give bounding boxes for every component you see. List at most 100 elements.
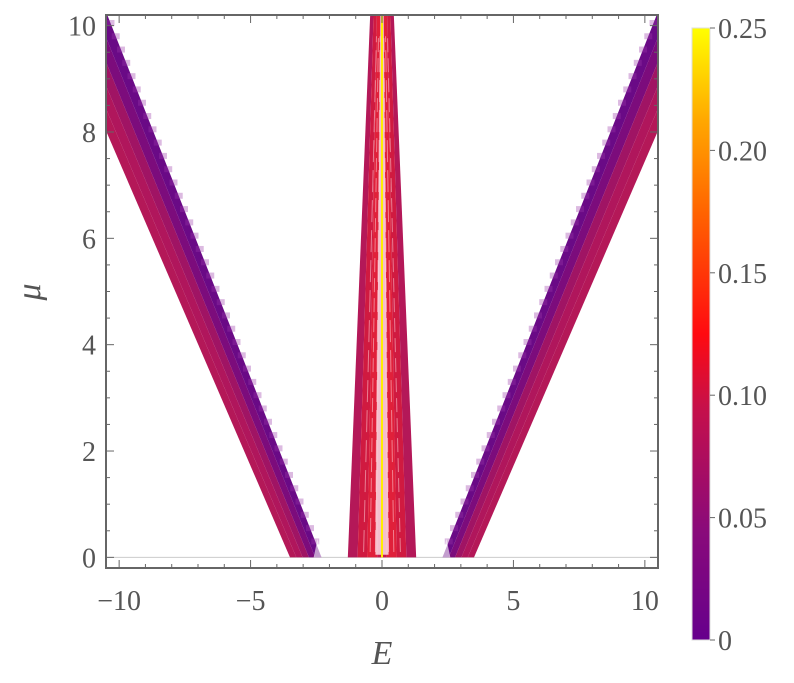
outer-left-fringe bbox=[164, 166, 173, 173]
outer-right-band bbox=[455, 61, 658, 558]
outer-left-band bbox=[106, 15, 322, 558]
outer-left-fringe bbox=[143, 113, 152, 120]
outer-left-fringe bbox=[216, 299, 225, 306]
outer-left-fringe bbox=[169, 179, 178, 186]
outer-right-fringe bbox=[565, 232, 574, 239]
outer-left-fringe bbox=[195, 245, 204, 252]
outer-right-fringe bbox=[497, 405, 506, 412]
outer-left-fringe bbox=[122, 59, 131, 66]
outer-left-fringe bbox=[190, 232, 199, 239]
outer-left-fringe bbox=[158, 152, 167, 159]
outer-left-fringe bbox=[116, 46, 125, 53]
outer-right-fringe bbox=[649, 19, 658, 26]
colorbar-ticks bbox=[710, 27, 715, 641]
outer-right-fringe bbox=[507, 378, 516, 385]
y-tick-label: 4 bbox=[82, 331, 96, 362]
outer-left-fringe bbox=[179, 206, 188, 213]
outer-left-fringe bbox=[300, 511, 309, 518]
y-tick-labels: 0 2 4 6 8 10 bbox=[68, 12, 96, 575]
outer-right-fringe bbox=[492, 418, 501, 425]
outer-left-fringe bbox=[279, 458, 288, 465]
x-tick-labels: −10 −5 0 5 10 bbox=[97, 586, 659, 617]
x-tick-label: −10 bbox=[97, 586, 141, 617]
outer-left-fringe bbox=[305, 525, 314, 532]
outer-left-fringe bbox=[221, 312, 230, 319]
y-axis-label: μ bbox=[11, 283, 48, 301]
central-streak bbox=[369, 36, 379, 553]
colorbar-tick-label: 0.15 bbox=[718, 259, 767, 290]
outer-right-fringe bbox=[633, 59, 642, 66]
outer-left-fringe bbox=[248, 378, 257, 385]
outer-right-fringe bbox=[576, 206, 585, 213]
outer-left-band bbox=[106, 37, 316, 558]
outer-right-fringe bbox=[639, 46, 648, 53]
outer-left-fringe bbox=[290, 485, 299, 492]
outer-right-fringe bbox=[591, 166, 600, 173]
outer-right-fringe bbox=[607, 126, 616, 133]
outer-right-fringe bbox=[612, 113, 621, 120]
central-streak bbox=[363, 36, 377, 553]
outer-left-fringe bbox=[242, 365, 251, 372]
central-band bbox=[387, 15, 407, 558]
y-tick-label: 10 bbox=[68, 12, 96, 43]
plot-area bbox=[106, 15, 658, 558]
outer-right-fringe bbox=[644, 33, 653, 40]
outer-left-fringe bbox=[206, 272, 215, 279]
x-tick-label: 0 bbox=[375, 586, 389, 617]
outer-left-fringe bbox=[237, 352, 246, 359]
outer-right-fringe bbox=[597, 152, 606, 159]
central-streak bbox=[374, 36, 381, 553]
outer-left-fringe bbox=[111, 33, 120, 40]
outer-left-fringe bbox=[132, 86, 141, 93]
outer-left-fringe bbox=[295, 498, 304, 505]
outer-left-band bbox=[106, 61, 309, 558]
outer-left-fringe bbox=[227, 325, 236, 332]
outer-left-fringe bbox=[200, 259, 209, 266]
outer-right-fringe bbox=[555, 259, 564, 266]
outer-right-fringe bbox=[444, 538, 453, 545]
outer-right-band bbox=[461, 85, 658, 558]
colorbar-tick-label: 0.05 bbox=[718, 504, 767, 535]
outer-right-fringe bbox=[450, 525, 459, 532]
central-streak bbox=[387, 36, 401, 553]
outer-right-fringe bbox=[602, 139, 611, 146]
outer-right-fringe bbox=[528, 325, 537, 332]
outer-left-fringe bbox=[284, 471, 293, 478]
y-tick-label: 0 bbox=[82, 543, 96, 574]
outer-left-fringe bbox=[253, 392, 262, 399]
outer-right-fringe bbox=[623, 86, 632, 93]
x-tick-label: 10 bbox=[631, 586, 659, 617]
outer-right-fringe bbox=[455, 511, 464, 518]
outer-right-fringe bbox=[618, 99, 627, 106]
outer-left-fringe bbox=[148, 126, 157, 133]
outer-left-fringe bbox=[274, 445, 283, 452]
central-band bbox=[357, 15, 377, 558]
colorbar-tick-label: 0.10 bbox=[718, 381, 767, 412]
outer-right-fringe bbox=[476, 458, 485, 465]
axis-ticks bbox=[106, 15, 658, 568]
colorbar bbox=[691, 27, 711, 641]
outer-left-fringe bbox=[153, 139, 162, 146]
outer-right-fringe bbox=[570, 219, 579, 226]
outer-left-fringe bbox=[185, 219, 194, 226]
central-band bbox=[347, 15, 374, 558]
outer-right-fringe bbox=[513, 365, 522, 372]
left-dip bbox=[313, 538, 322, 558]
colorbar-tick-label: 0.20 bbox=[718, 136, 767, 167]
outer-left-fringe bbox=[127, 73, 136, 80]
outer-left-fringe bbox=[137, 99, 146, 106]
colorbar-labels: 0 0.05 0.10 0.15 0.20 0.25 bbox=[718, 14, 767, 657]
y-tick-label: 6 bbox=[82, 224, 96, 255]
x-tick-label: −5 bbox=[236, 586, 266, 617]
outer-left-fringe bbox=[211, 285, 220, 292]
outer-left-fringe bbox=[263, 418, 272, 425]
outer-right-fringe bbox=[549, 272, 558, 279]
outer-left-fringe bbox=[311, 538, 320, 545]
outer-right-fringe bbox=[628, 73, 637, 80]
outer-right-fringe bbox=[502, 392, 511, 399]
colorbar-tick-label: 0 bbox=[718, 626, 732, 657]
outer-left-fringe bbox=[232, 339, 241, 346]
right-dip bbox=[442, 538, 451, 558]
outer-left-fringe bbox=[174, 192, 183, 199]
